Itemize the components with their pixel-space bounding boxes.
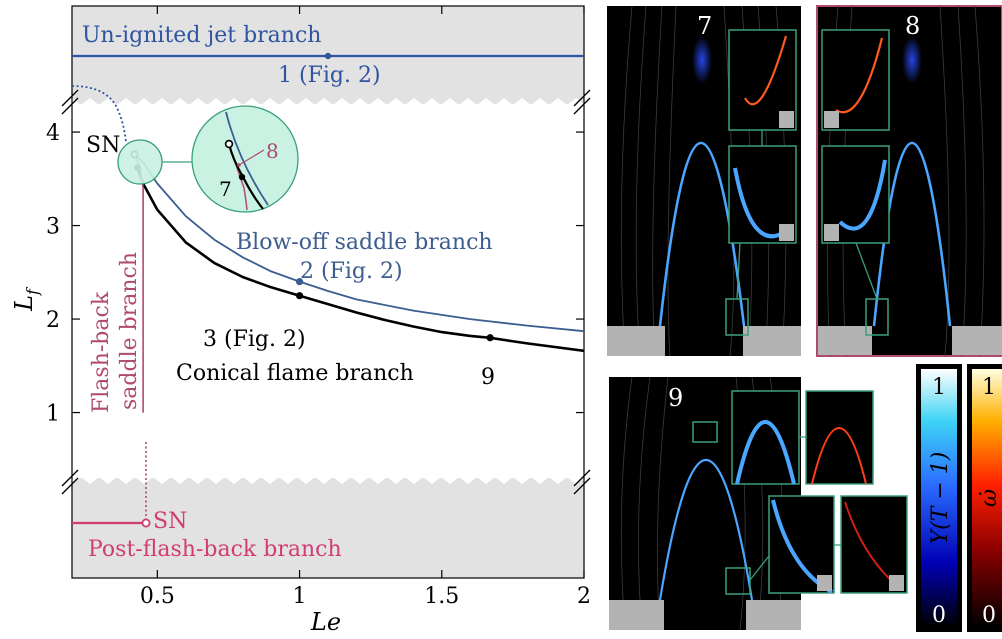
panel-7-right-wall bbox=[743, 326, 801, 356]
colorbar-omega-label: ω̇ bbox=[977, 489, 1002, 507]
x-tick-label: 0.5 bbox=[140, 584, 175, 609]
break-mark bbox=[61, 89, 79, 115]
postflash-sn-label: SN bbox=[153, 509, 187, 534]
panel-8-y-curve bbox=[838, 159, 887, 231]
panel-8-zoom-lead bbox=[855, 242, 878, 300]
panel-7-omega-curve bbox=[744, 35, 788, 106]
sn-zoom-circle bbox=[191, 105, 299, 213]
panel-8-flame-tip bbox=[902, 36, 922, 84]
sn-zoom-label-7: 7 bbox=[219, 177, 232, 201]
main-chart: 0.5 1 1.5 2 1 2 3 4 Un-ignited jet branch 1 (F… bbox=[10, 5, 591, 636]
conical-branch-label: Conical flame branch bbox=[176, 361, 414, 386]
x-tick-label: 1.5 bbox=[424, 584, 459, 609]
panel-9-right-wall bbox=[746, 600, 801, 630]
panel-9-omega-bottom-wall bbox=[889, 575, 904, 591]
break-mark bbox=[573, 469, 591, 495]
panel-9-label: 9 bbox=[668, 384, 683, 412]
series-line-0 bbox=[136, 167, 584, 353]
panel-9-bottom-zoom-box bbox=[725, 567, 751, 595]
blowoff-point-label: 2 (Fig. 2) bbox=[300, 259, 403, 284]
plot-frame bbox=[71, 5, 585, 579]
sn-zoom-sn-point bbox=[224, 139, 234, 149]
panel-9-top-zoom-box bbox=[692, 421, 718, 443]
sn-zoom-blowoff bbox=[225, 111, 269, 206]
sn-zoom-label-8: 8 bbox=[266, 139, 279, 163]
sn-zoom-point-8-leader bbox=[238, 149, 265, 166]
postflash-branch: SN Post-flash-back branch bbox=[72, 442, 342, 562]
break-mark bbox=[61, 469, 79, 495]
panel-7-y-wall bbox=[779, 224, 794, 241]
unignited-branch: Un-ignited jet branch 1 (Fig. 2) bbox=[71, 23, 584, 143]
panel-9-flame bbox=[658, 459, 754, 601]
x-tick-label: 1 bbox=[293, 584, 307, 609]
y-tick-label: 1 bbox=[46, 402, 60, 427]
y-axis-label: Lf bbox=[10, 286, 42, 312]
flashback-branch-label-2: saddle branch bbox=[117, 252, 142, 410]
blowoff-branch-label: Blow-off saddle branch bbox=[236, 230, 493, 255]
panel-7-omega-wall bbox=[779, 111, 794, 128]
panel-8-omega-curve bbox=[835, 37, 884, 114]
panel-8: 8 bbox=[816, 5, 1002, 357]
point-marker bbox=[295, 278, 304, 286]
colorbar-y-label: Y(T − 1) bbox=[928, 452, 953, 545]
sn-zoom-source bbox=[117, 139, 163, 185]
colorbar-omega-min: 0 bbox=[982, 603, 996, 628]
sn-zoom-inset: 8 7 bbox=[117, 105, 299, 213]
y-tick-label: 4 bbox=[46, 121, 60, 146]
unignited-point bbox=[324, 52, 332, 60]
unignited-label: Un-ignited jet branch bbox=[82, 23, 321, 48]
point-9-label: 9 bbox=[481, 365, 495, 390]
panel-7-left-wall bbox=[607, 326, 665, 356]
panel-9-y-top-curve bbox=[735, 420, 796, 485]
x-ticks: 0.5 1 1.5 2 bbox=[140, 6, 591, 609]
panel-9-y-bottom-wall bbox=[817, 575, 832, 591]
conical-point-label: 3 (Fig. 2) bbox=[203, 327, 306, 352]
colorbar-y-max: 1 bbox=[932, 375, 946, 400]
panel-8-label: 8 bbox=[905, 12, 920, 40]
colorbar-y: 1 0 Y(T − 1) bbox=[916, 364, 962, 632]
upper-band-zigzag bbox=[72, 98, 585, 118]
panel-7-flame-tip bbox=[692, 36, 712, 84]
colorbar-omega: 1 0 ω̇ bbox=[967, 364, 1002, 632]
panel-8-right-wall bbox=[952, 326, 1002, 355]
panel-9-bottom-lead-1 bbox=[749, 555, 770, 581]
colorbar-y-gradient bbox=[921, 369, 957, 627]
panel-9-left-wall bbox=[609, 600, 664, 630]
axis-break-marks bbox=[61, 89, 591, 495]
series-line-1 bbox=[134, 153, 584, 333]
colorbar-omega-gradient bbox=[972, 369, 1002, 627]
panel-9: 9 bbox=[609, 376, 908, 631]
lower-band-zigzag bbox=[72, 464, 585, 484]
x-tick-label: 2 bbox=[577, 584, 591, 609]
break-mark bbox=[573, 89, 591, 115]
panel-9-omega-top-inset bbox=[805, 390, 874, 485]
postflash-sn-point bbox=[141, 518, 151, 528]
y-ticks: 1 2 3 4 bbox=[46, 121, 584, 427]
postflash-label: Post-flash-back branch bbox=[88, 537, 342, 562]
panel-8-left-wall bbox=[818, 326, 872, 355]
panel-7-label: 7 bbox=[697, 12, 712, 40]
panel-7: 7 bbox=[607, 5, 801, 357]
panel-7-zoom-lead-1 bbox=[736, 242, 741, 300]
panel-8-omega-wall bbox=[824, 111, 839, 128]
x-axis-label: Le bbox=[310, 608, 341, 635]
sn-zoom-point-8 bbox=[237, 163, 241, 167]
flashback-branch-label-1: Flash-back bbox=[89, 291, 114, 413]
y-tick-label: 2 bbox=[46, 308, 60, 333]
lower-band bbox=[72, 478, 584, 578]
panel-9-omega-top-curve bbox=[811, 427, 867, 485]
sn-label: SN bbox=[86, 133, 120, 158]
point-marker bbox=[486, 334, 494, 342]
sn-zoom-point-7 bbox=[238, 173, 246, 181]
unignited-point-label: 1 (Fig. 2) bbox=[278, 63, 381, 88]
panel-8-y-wall bbox=[824, 224, 839, 241]
y-tick-label: 3 bbox=[46, 215, 60, 240]
panel-9-y-top-inset bbox=[731, 390, 800, 485]
unignited-dotted-connector bbox=[71, 85, 127, 143]
colorbar-y-min: 0 bbox=[932, 603, 946, 628]
point-marker bbox=[295, 292, 304, 300]
colorbar-omega-max: 1 bbox=[982, 375, 996, 400]
